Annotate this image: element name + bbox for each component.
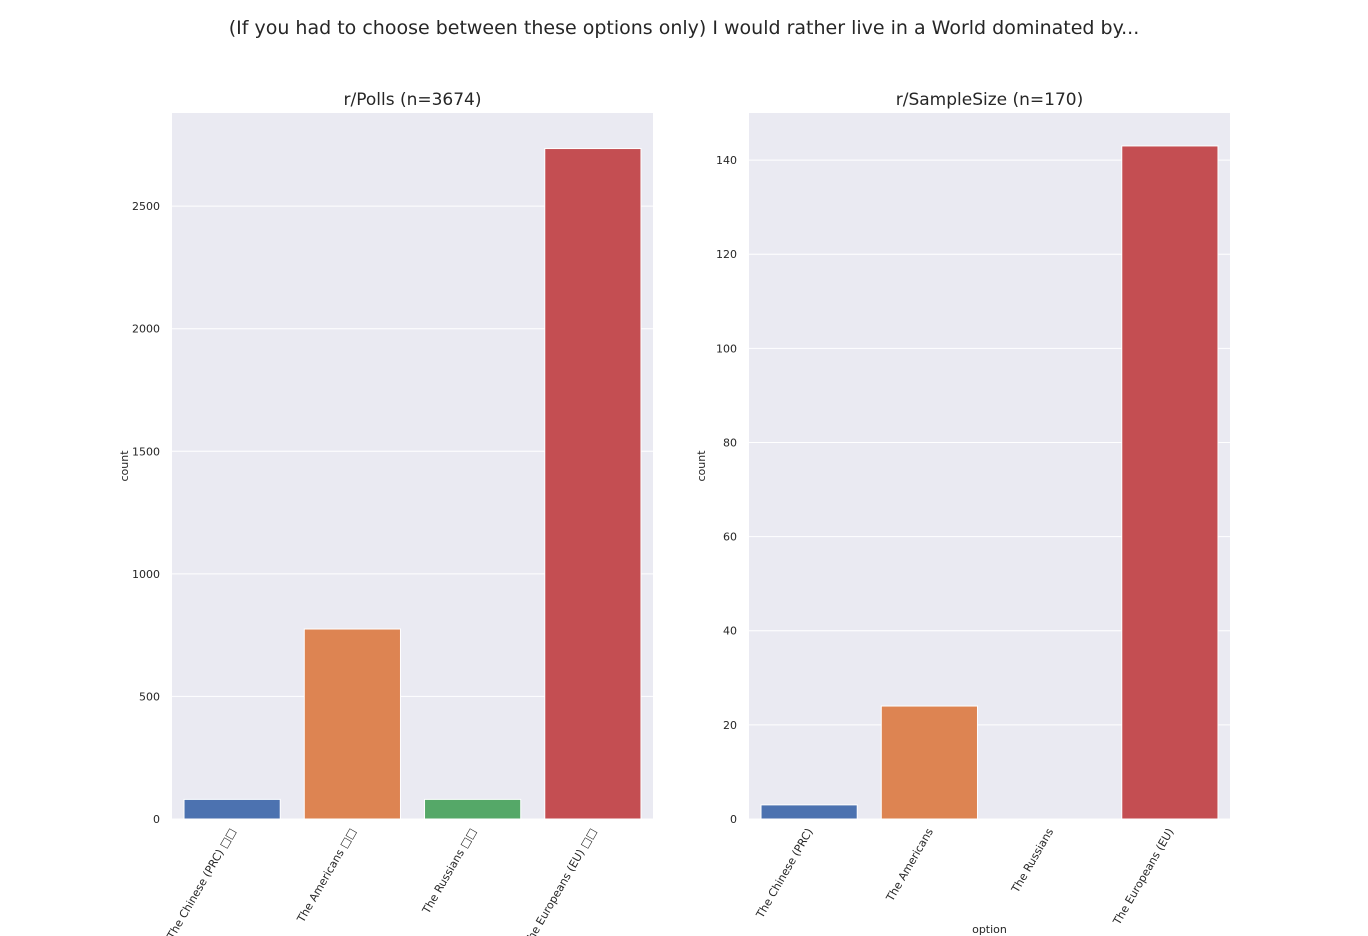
bar-4 (544, 148, 642, 820)
x-tick-label: The Chinese (PRC) (753, 826, 815, 921)
y-tick-label: 140 (716, 154, 737, 167)
bar-4 (1121, 145, 1219, 820)
y-tick-label: 20 (723, 719, 737, 732)
y-tick-label: 0 (730, 813, 737, 826)
chart-panel-2: 0 20 40 60 80 100 120 140 The Chinese (PRC) The A… (695, 90, 1230, 936)
bar-1 (183, 798, 281, 820)
y-tick-label: 2000 (132, 323, 160, 336)
panel-title: r/Polls (n=3674) (343, 90, 481, 110)
x-axis-label: option (972, 923, 1007, 936)
y-tick-label: 500 (139, 690, 160, 703)
x-tick-label: The Russians (1008, 826, 1056, 896)
x-tick-label: The Europeans (EU) □□ (521, 826, 599, 936)
y-tick-label: 0 (153, 813, 160, 826)
y-tick-label: 80 (723, 436, 737, 449)
y-tick-label: 100 (716, 342, 737, 355)
bar-3 (424, 798, 522, 820)
y-tick-label: 60 (723, 531, 737, 544)
figure-suptitle: (If you had to choose between these opti… (229, 17, 1140, 39)
x-tick-label: The Americans □□ (294, 826, 359, 925)
y-tick-label: 1500 (132, 445, 160, 458)
x-tick-label: The Russians □□ (419, 826, 479, 917)
y-tick-label: 40 (723, 625, 737, 638)
y-axis-label: count (118, 450, 131, 482)
x-tick-label: The Chinese (PRC) □□ (164, 826, 239, 936)
y-tick-label: 1000 (132, 568, 160, 581)
bar-2 (303, 628, 401, 820)
bar-1 (760, 804, 858, 820)
panel-title: r/SampleSize (n=170) (896, 90, 1084, 110)
y-tick-label: 2500 (132, 200, 160, 213)
x-tick-label: The Americans (883, 826, 936, 905)
y-tick-label: 120 (716, 248, 737, 261)
y-axis-label: count (695, 450, 708, 482)
x-tick-label: The Europeans (EU) (1110, 826, 1176, 928)
chart-panel-1: 0 500 1000 1500 2000 2500 The Chinese (PRC) □□… (118, 90, 653, 936)
bar-2 (880, 705, 978, 820)
